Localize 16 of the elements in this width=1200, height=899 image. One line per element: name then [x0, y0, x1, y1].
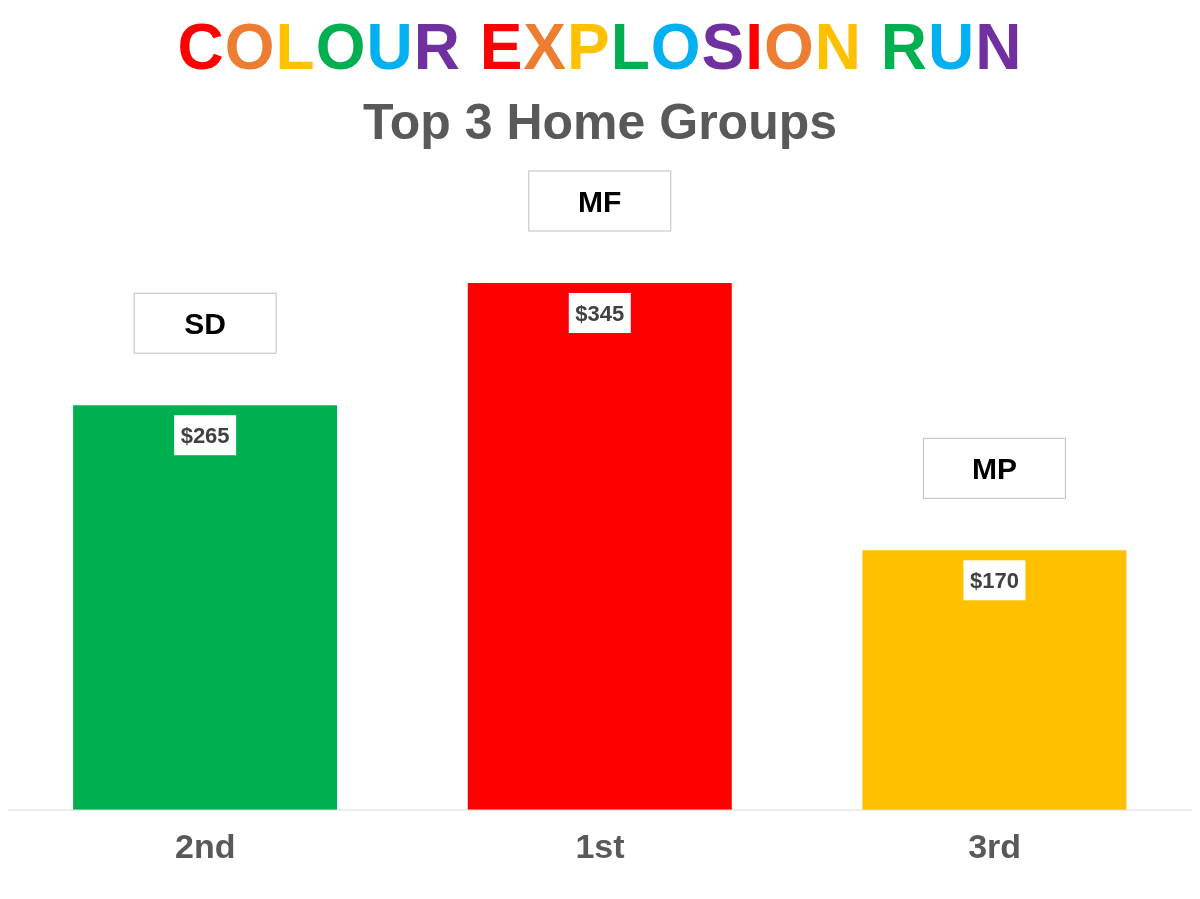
name-label-box: MP — [922, 437, 1066, 499]
chart-title: COLOUR EXPLOSION RUN — [177, 11, 1023, 83]
name-label-box: SD — [133, 292, 277, 354]
value-label-box: $345 — [568, 293, 631, 333]
name-label-box: MF — [528, 170, 672, 232]
value-label-box: $265 — [174, 415, 237, 456]
data-label: $265 — [180, 423, 230, 449]
chart-subtitle: Top 3 Home Groups — [361, 93, 839, 152]
value-label-box: $170 — [963, 560, 1026, 601]
annotation: SD — [184, 307, 226, 341]
data-label: $345 — [575, 301, 625, 326]
x-tick-label: 2nd — [175, 827, 236, 866]
x-tick-label: 3rd — [968, 827, 1022, 866]
data-label: $170 — [969, 568, 1019, 594]
annotation: MP — [971, 452, 1017, 486]
x-tick-label: 1st — [575, 827, 625, 866]
